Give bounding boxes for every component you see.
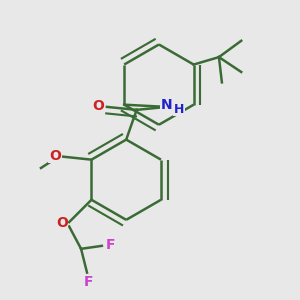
Text: N: N xyxy=(160,98,172,112)
Text: O: O xyxy=(93,99,104,113)
Text: O: O xyxy=(56,216,68,230)
Text: F: F xyxy=(105,238,115,252)
Text: H: H xyxy=(174,103,184,116)
Text: O: O xyxy=(49,149,61,163)
Text: F: F xyxy=(84,274,93,289)
